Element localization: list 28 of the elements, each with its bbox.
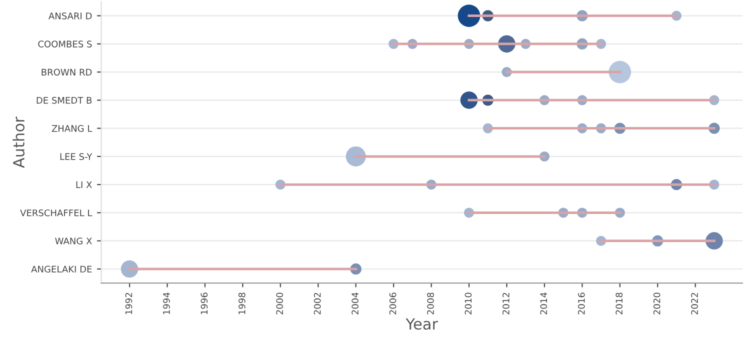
x-axis-title: Year	[406, 318, 438, 330]
y-tick-label: DE SMEDT B	[36, 96, 92, 104]
y-tick-label: BROWN RD	[42, 68, 92, 76]
y-tick-label: ANSARI D	[48, 12, 92, 20]
x-tick-label: 2014	[540, 292, 548, 314]
x-tick-label: 2022	[691, 292, 698, 314]
x-tick-label: 2016	[578, 292, 585, 314]
y-tick-label: LEE S-Y	[60, 153, 92, 160]
y-tick-label: COOMBES S	[38, 40, 92, 48]
x-tick-label: 1992	[125, 292, 132, 314]
y-axis-title: Author	[12, 116, 25, 168]
x-tick-label: 2002	[314, 292, 321, 314]
x-tick-label: 2004	[352, 292, 358, 314]
y-tick-label: WANG X	[55, 238, 92, 244]
x-tick-label: 2008	[427, 292, 434, 314]
x-tick-label: 1996	[200, 292, 208, 314]
y-tick-label: VERSCHAFFEL L	[20, 209, 92, 216]
y-tick-label: ANGELAKI DE	[31, 266, 92, 273]
x-tick-label: 2006	[389, 292, 396, 314]
x-tick-label: 2018	[616, 292, 623, 314]
x-tick-label: 1998	[238, 292, 246, 314]
y-tick-label: LI X	[76, 181, 92, 188]
x-tick-label: 2012	[502, 292, 510, 314]
x-tick-label: 2010	[464, 292, 472, 314]
x-tick-label: 2000	[276, 292, 284, 314]
x-tick-label: 1994	[163, 292, 170, 314]
y-tick-label: ZHANG L	[52, 125, 92, 132]
x-tick-label: 2020	[653, 292, 660, 314]
